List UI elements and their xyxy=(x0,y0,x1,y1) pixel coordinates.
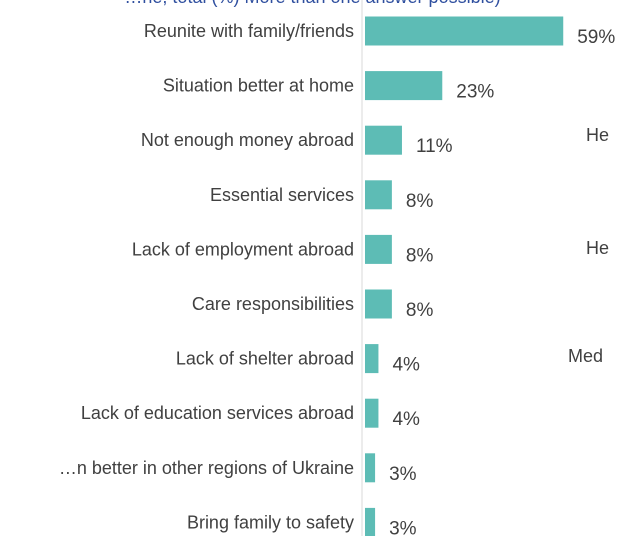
side-fragment: Med xyxy=(568,346,603,366)
bar xyxy=(365,16,564,46)
bars xyxy=(365,16,564,536)
bar xyxy=(365,71,443,101)
category-label: Lack of education services abroad xyxy=(81,403,354,423)
side-fragment: He xyxy=(586,125,609,145)
category-label: Reunite with family/friends xyxy=(144,21,354,41)
bar xyxy=(365,180,392,210)
bar xyxy=(365,344,379,374)
category-label: Care responsibilities xyxy=(192,294,354,314)
value-label: 59% xyxy=(577,27,615,48)
category-label: Lack of shelter abroad xyxy=(176,349,354,369)
value-label: 8% xyxy=(406,191,434,212)
side-fragments: He He Med xyxy=(568,125,609,366)
bar xyxy=(365,125,402,155)
category-label: Lack of employment abroad xyxy=(132,239,354,259)
value-label: 23% xyxy=(456,82,494,103)
bar xyxy=(365,453,376,483)
value-labels: 59% 23% 11% 8% 8% 8% 4% 4% 3% 3% xyxy=(389,27,615,536)
category-label: Bring family to safety xyxy=(187,512,354,532)
chart-title: …ne, total (%) More than one answer poss… xyxy=(0,0,625,8)
side-fragment: He xyxy=(586,238,609,258)
value-label: 3% xyxy=(389,464,417,485)
category-label: Situation better at home xyxy=(163,76,354,96)
bar xyxy=(365,234,392,264)
value-label: 3% xyxy=(389,518,417,536)
bar xyxy=(365,507,376,536)
category-labels: Reunite with family/friends Situation bet… xyxy=(59,21,354,532)
category-label: …n better in other regions of Ukraine xyxy=(59,458,354,478)
value-label: 8% xyxy=(406,245,434,266)
value-label: 4% xyxy=(392,409,420,430)
category-label: Not enough money abroad xyxy=(141,130,354,150)
bar xyxy=(365,398,379,428)
value-label: 4% xyxy=(392,355,420,376)
bar xyxy=(365,289,392,319)
value-label: 11% xyxy=(416,136,453,157)
value-label: 8% xyxy=(406,300,434,321)
category-label: Essential services xyxy=(210,185,354,205)
